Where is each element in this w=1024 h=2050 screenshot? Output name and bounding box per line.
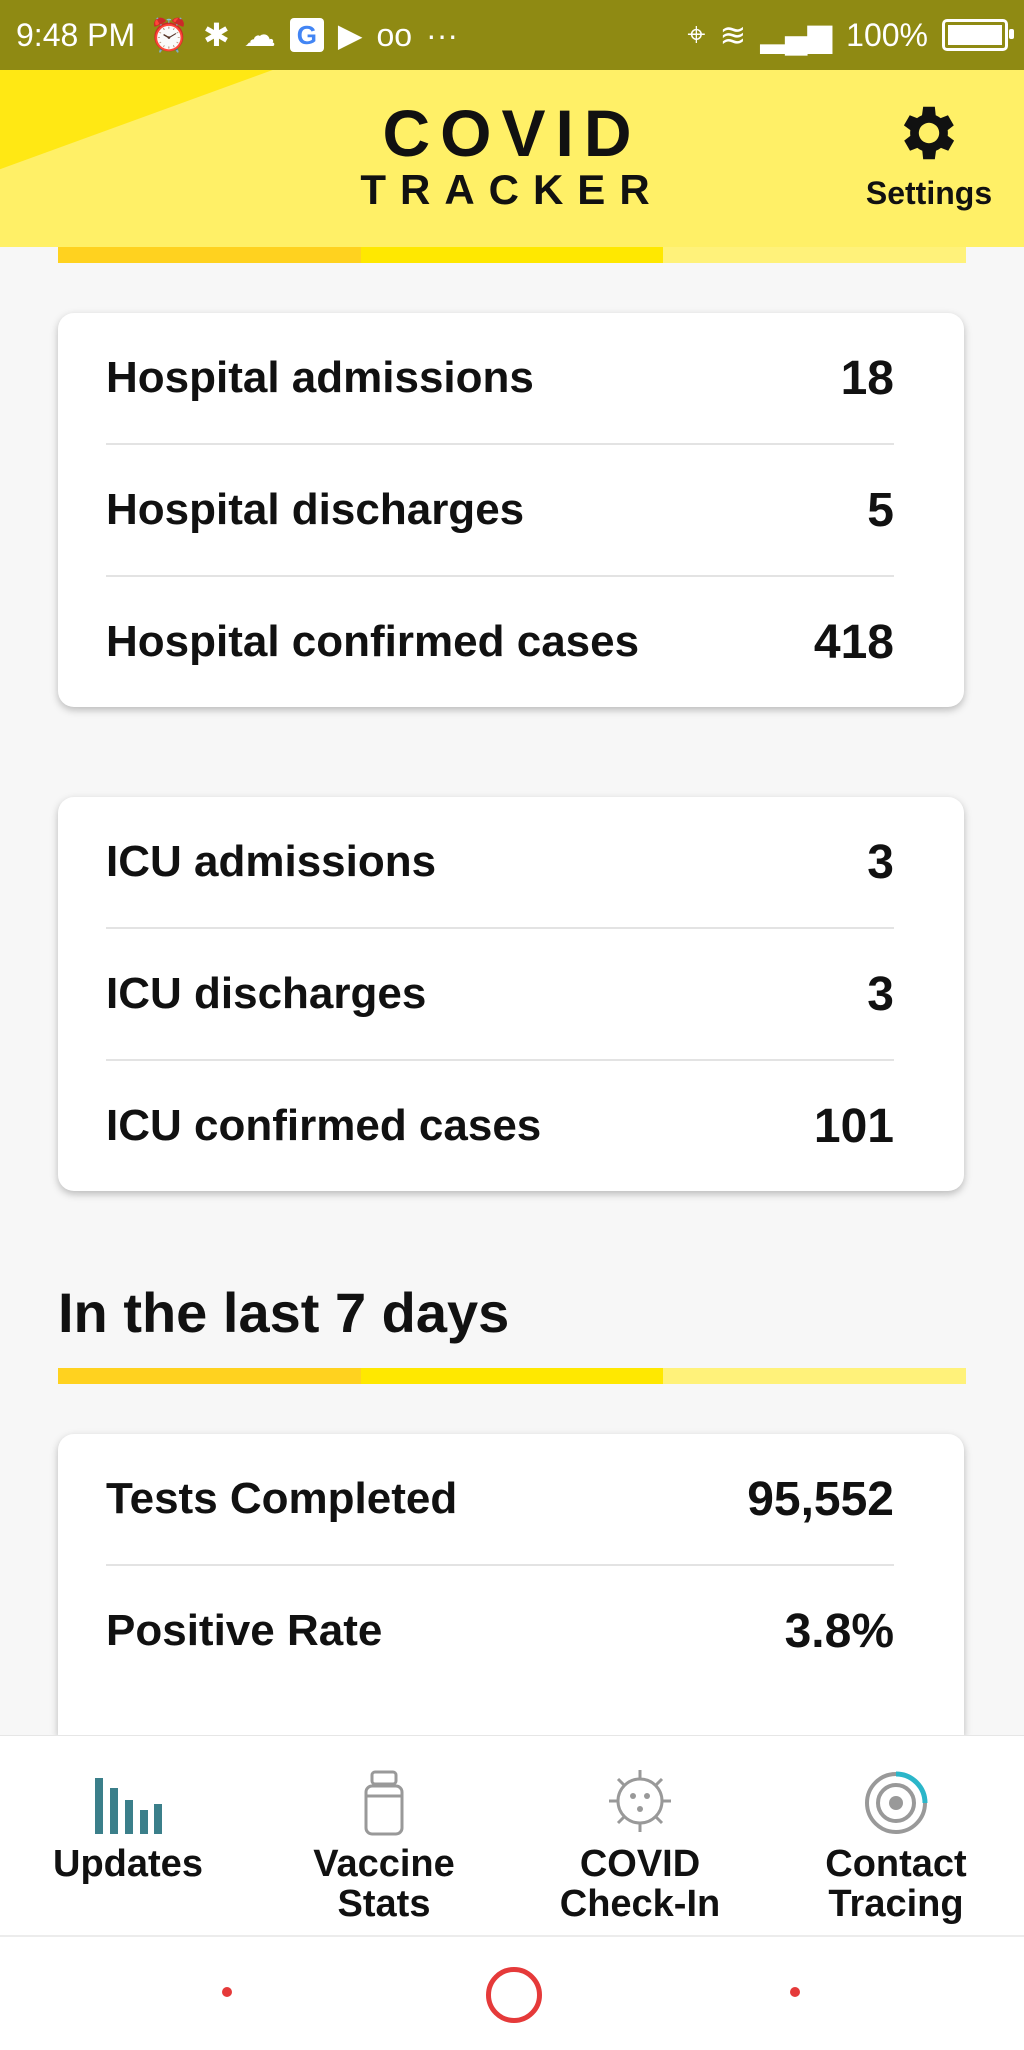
virus-icon [609,1770,671,1832]
cloud-icon: ☁ [243,17,276,53]
bluetooth-icon: ✱ [203,17,230,53]
alarm-icon: ⏰ [149,17,190,53]
nav-label: Contact [825,1843,967,1885]
app-logo: COVID TRACKER [0,100,1024,212]
location-icon: ⌖ [687,16,706,52]
stat-value: 18 [840,351,894,405]
gear-icon [903,106,955,160]
section-divider-bar [58,247,967,263]
stat-value: 418 [813,615,894,669]
nav-label-line2: Tracing [828,1883,964,1925]
battery-percent: 100% [846,16,928,53]
nav-tab-contact-tracing[interactable]: Contact Tracing [768,1736,1024,1936]
stat-label: Positive Rate [106,1606,383,1655]
battery-icon [942,19,1014,51]
signal-icon: ▂▄▆ [760,17,833,53]
system-nav-bar [0,1935,1024,2050]
hospital-stats-card: Hospital admissions 18 Hospital discharg… [58,313,964,707]
settings-label: Settings [865,175,993,211]
stat-label: Hospital admissions [106,353,534,402]
stat-value: 5 [867,483,894,537]
logo-covid-text: COVID [0,100,1024,166]
stat-row-icu-confirmed: ICU confirmed cases 101 [106,1061,894,1191]
stat-row-hospital-confirmed: Hospital confirmed cases 418 [106,577,894,707]
stat-label: Hospital discharges [106,485,525,534]
status-time: 9:48 PM [16,16,136,53]
more-icon: ··· [426,16,458,53]
logo-word: COVID [382,96,642,170]
target-icon [865,1771,928,1834]
youtube-icon: ▶ [337,17,363,53]
stat-label: ICU admissions [106,837,437,886]
stat-value: 101 [813,1099,894,1153]
nav-tab-vaccine-stats[interactable]: Vaccine Stats [256,1736,512,1936]
logo-tracker-text: TRACKER [360,166,664,213]
recents-button[interactable] [790,1987,800,1997]
bar-chart-icon [95,1778,162,1834]
app-header: COVID TRACKER Settings [0,70,1024,247]
stat-row-hospital-discharges: Hospital discharges 5 [106,445,894,577]
vial-icon [364,1770,404,1836]
stat-label: ICU discharges [106,969,427,1018]
nav-label: Updates [53,1843,203,1885]
nav-label: Vaccine [313,1843,455,1885]
nav-label: COVID [579,1843,701,1885]
weekly-stats-card: Tests Completed 95,552 Positive Rate 3.8… [58,1434,964,1735]
section-title-last-7-days: In the last 7 days [58,1281,510,1344]
stat-row-tests-completed: Tests Completed 95,552 [106,1434,894,1566]
nav-label-line2: Check-In [559,1883,721,1925]
bottom-navigation: Updates Vaccine Stats [0,1735,1024,1936]
stat-row-hospital-admissions: Hospital admissions 18 [106,313,894,445]
stat-value: 3 [867,835,894,889]
wifi-icon: ≋ [719,17,747,53]
nav-tab-covid-check-in[interactable]: COVID Check-In [512,1736,768,1936]
home-button[interactable] [486,1967,542,2023]
icu-stats-card: ICU admissions 3 ICU discharges 3 ICU co… [58,797,964,1191]
stat-value: 3 [867,967,894,1021]
stat-row-icu-discharges: ICU discharges 3 [106,929,894,1061]
stat-label: Hospital confirmed cases [106,617,640,666]
stat-label: ICU confirmed cases [106,1101,542,1150]
nav-label-line2: Stats [337,1883,431,1925]
status-bar: 9:48 PM ⏰ ✱ ☁ G ▶ oo ··· ⌖ ≋ ▂▄▆ 100% [0,0,1024,70]
section-divider-bar [58,1368,967,1384]
stat-row-positive-rate: Positive Rate 3.8% [106,1566,894,1696]
stat-label: Tests Completed [106,1474,458,1523]
stat-row-icu-admissions: ICU admissions 3 [106,797,894,929]
back-button[interactable] [222,1987,232,1997]
stat-value: 95,552 [747,1472,894,1526]
google-icon: G [289,18,324,52]
voicemail-icon: oo [376,16,413,53]
nav-tab-updates[interactable]: Updates [0,1736,256,1936]
stat-value: 3.8% [784,1604,894,1658]
settings-button[interactable]: Settings [864,98,994,212]
